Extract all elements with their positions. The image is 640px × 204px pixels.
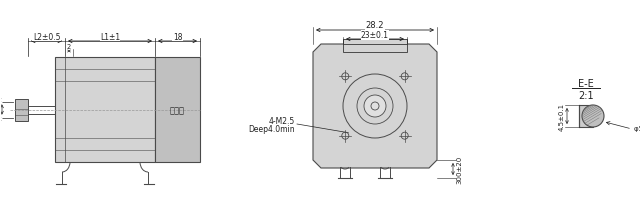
Text: 2:1: 2:1 xyxy=(578,91,594,101)
Circle shape xyxy=(364,95,386,118)
Text: 4.5±0.1: 4.5±0.1 xyxy=(559,102,565,130)
Text: 2: 2 xyxy=(67,44,71,50)
Bar xyxy=(155,58,200,162)
Bar xyxy=(55,58,155,162)
Text: 18: 18 xyxy=(173,32,182,41)
Bar xyxy=(579,105,593,127)
Text: L1±1: L1±1 xyxy=(100,32,120,41)
Text: E-E: E-E xyxy=(578,79,594,89)
Text: 28.2: 28.2 xyxy=(365,21,384,30)
Polygon shape xyxy=(313,45,437,168)
Text: 编码器: 编码器 xyxy=(170,105,185,114)
Text: φ5 -0
      -0.012: φ5 -0 -0.012 xyxy=(634,126,640,139)
Text: φ22-0
   -0.05: φ22-0 -0.05 xyxy=(0,98,1,122)
Text: 23±0.1: 23±0.1 xyxy=(361,31,389,40)
Bar xyxy=(15,99,28,121)
Bar xyxy=(343,40,407,53)
Text: E: E xyxy=(0,113,1,122)
Text: E: E xyxy=(0,98,1,106)
Text: 300±20: 300±20 xyxy=(456,155,462,183)
Circle shape xyxy=(582,105,604,127)
Text: L2±0.5: L2±0.5 xyxy=(33,32,60,41)
Text: Deep4.0min: Deep4.0min xyxy=(248,124,295,133)
Text: 4-M2.5: 4-M2.5 xyxy=(269,117,295,126)
